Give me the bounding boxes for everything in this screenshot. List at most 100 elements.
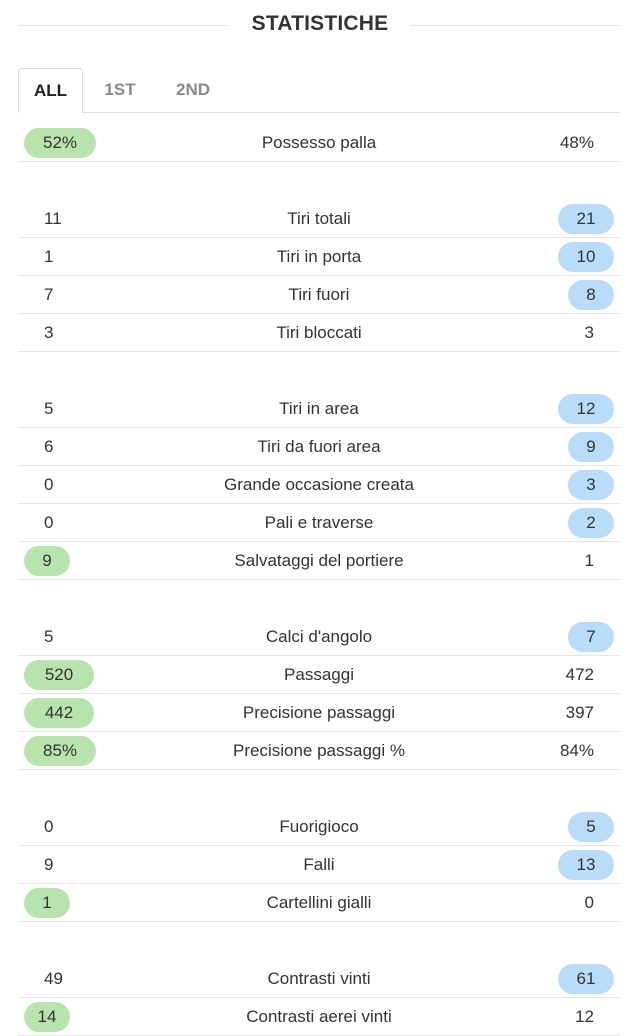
home-value: 7 xyxy=(44,285,54,304)
home-value-cell: 14 xyxy=(24,998,104,1035)
stat-label: Tiri fuori xyxy=(288,285,350,304)
away-value: 13 xyxy=(558,850,614,880)
away-value: 7 xyxy=(568,622,614,652)
home-value-cell: 1 xyxy=(24,238,104,275)
header-divider-left xyxy=(18,25,228,26)
stat-row: 49 Contrasti vinti 61 xyxy=(18,960,620,998)
stat-row: 11 Tiri totali 21 xyxy=(18,200,620,238)
home-value: 9 xyxy=(44,855,54,874)
away-value: 9 xyxy=(568,432,614,462)
home-value-cell: 6 xyxy=(24,428,104,465)
away-value-cell: 21 xyxy=(534,200,614,237)
home-value: 9 xyxy=(24,546,70,576)
away-value-cell: 5 xyxy=(534,808,614,845)
home-value-cell: 3 xyxy=(24,314,104,351)
stat-row: 0 Pali e traverse 2 xyxy=(18,504,620,542)
home-value-cell: 520 xyxy=(24,656,104,693)
home-value-cell: 5 xyxy=(24,618,104,655)
home-value-cell: 442 xyxy=(24,694,104,731)
tab-all[interactable]: ALL xyxy=(18,68,83,113)
home-value: 442 xyxy=(24,698,94,728)
stat-label: Tiri in porta xyxy=(276,247,362,266)
home-value-cell: 11 xyxy=(24,200,104,237)
stat-row: 5 Calci d'angolo 7 xyxy=(18,618,620,656)
away-value-cell: 48% xyxy=(534,124,614,161)
away-value-cell: 12 xyxy=(534,390,614,427)
away-value-cell: 0 xyxy=(534,884,614,921)
home-value-cell: 7 xyxy=(24,276,104,313)
tab-2nd[interactable]: 2ND xyxy=(175,80,210,99)
home-value: 5 xyxy=(44,399,54,418)
home-value: 11 xyxy=(44,209,62,228)
home-value-cell: 9 xyxy=(24,542,104,579)
stat-label: Precisione passaggi % xyxy=(233,741,405,760)
stat-row: 1 Tiri in porta 10 xyxy=(18,238,620,276)
away-value-cell: 3 xyxy=(534,314,614,351)
stat-row: 520 Passaggi 472 xyxy=(18,656,620,694)
stat-label: Tiri totali xyxy=(287,209,351,228)
stats-header: STATISTICHE xyxy=(0,0,640,52)
stat-row: 6 Tiri da fuori area 9 xyxy=(18,428,620,466)
home-value: 0 xyxy=(44,513,54,532)
home-value-cell: 52% xyxy=(24,124,104,161)
stat-row: 3 Tiri bloccati 3 xyxy=(18,314,620,352)
away-value: 0 xyxy=(584,893,594,912)
away-value: 84% xyxy=(559,741,594,760)
stat-label: Grande occasione creata xyxy=(224,475,414,494)
away-value-cell: 472 xyxy=(534,656,614,693)
stat-label: Possesso palla xyxy=(261,133,377,152)
stat-label: Tiri bloccati xyxy=(276,323,362,342)
stat-row: 0 Grande occasione creata 3 xyxy=(18,466,620,504)
away-value: 10 xyxy=(558,242,614,272)
stat-label: Contrasti aerei vinti xyxy=(246,1007,392,1026)
stat-label: Passaggi xyxy=(284,665,354,684)
away-value-cell: 1 xyxy=(534,542,614,579)
home-value: 85% xyxy=(24,736,96,766)
home-value-cell: 85% xyxy=(24,732,104,769)
stat-row: 85% Precisione passaggi % 84% xyxy=(18,732,620,770)
home-value: 52% xyxy=(24,128,96,158)
home-value: 0 xyxy=(44,817,54,836)
home-value-cell: 0 xyxy=(24,808,104,845)
stat-row: 52% Possesso palla 48% xyxy=(18,124,620,162)
away-value: 48% xyxy=(559,133,594,152)
away-value: 12 xyxy=(558,394,614,424)
away-value-cell: 3 xyxy=(534,466,614,503)
home-value: 6 xyxy=(44,437,54,456)
away-value: 8 xyxy=(568,280,614,310)
stat-label: Tiri da fuori area xyxy=(257,437,381,456)
page-title: STATISTICHE xyxy=(233,12,407,35)
stat-row: 442 Precisione passaggi 397 xyxy=(18,694,620,732)
away-value-cell: 397 xyxy=(534,694,614,731)
header-divider-right xyxy=(410,25,620,26)
tab-1st[interactable]: 1ST xyxy=(104,80,136,99)
stat-row: 1 Cartellini gialli 0 xyxy=(18,884,620,922)
away-value-cell: 10 xyxy=(534,238,614,275)
home-value: 1 xyxy=(44,247,54,266)
away-value-cell: 84% xyxy=(534,732,614,769)
away-value: 12 xyxy=(575,1007,594,1026)
home-value: 49 xyxy=(44,969,63,988)
away-value-cell: 2 xyxy=(534,504,614,541)
away-value-cell: 12 xyxy=(534,998,614,1035)
home-value-cell: 5 xyxy=(24,390,104,427)
period-tabs: ALL 1ST 2ND xyxy=(18,68,620,113)
home-value: 520 xyxy=(24,660,94,690)
home-value-cell: 0 xyxy=(24,504,104,541)
stat-label: Tiri in area xyxy=(279,399,359,418)
stat-row: 0 Fuorigioco 5 xyxy=(18,808,620,846)
stat-row: 5 Tiri in area 12 xyxy=(18,390,620,428)
stat-label: Cartellini gialli xyxy=(266,893,372,912)
home-value: 1 xyxy=(24,888,70,918)
home-value: 14 xyxy=(24,1002,70,1032)
away-value-cell: 8 xyxy=(534,276,614,313)
home-value: 0 xyxy=(44,475,54,494)
stat-row: 9 Salvataggi del portiere 1 xyxy=(18,542,620,580)
away-value: 5 xyxy=(568,812,614,842)
stat-label: Precisione passaggi xyxy=(242,703,396,722)
away-value: 21 xyxy=(558,204,614,234)
away-value-cell: 9 xyxy=(534,428,614,465)
away-value: 3 xyxy=(568,470,614,500)
stat-label: Pali e traverse xyxy=(264,513,374,532)
stat-label: Fuorigioco xyxy=(279,817,359,836)
